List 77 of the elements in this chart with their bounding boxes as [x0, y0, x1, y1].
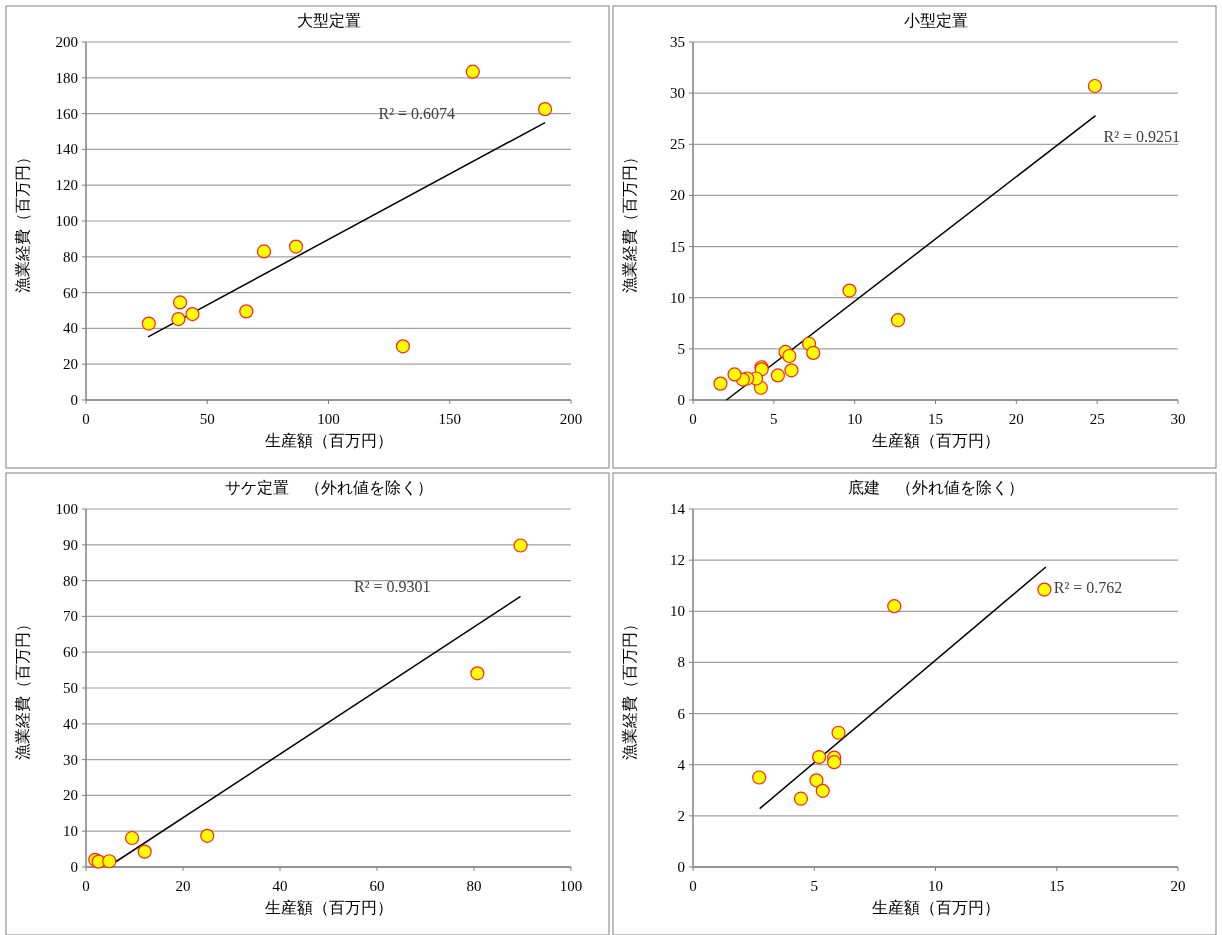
y-tick-label: 2 [677, 807, 685, 824]
y-tick-label: 100 [55, 501, 78, 517]
y-tick-label: 0 [70, 859, 78, 875]
x-axis-title: 生産額（百万円） [871, 899, 1000, 916]
y-tick-label: 12 [670, 552, 685, 569]
y-tick-label: 180 [55, 69, 78, 86]
y-tick-label: 15 [670, 238, 685, 255]
y-axis-title: 漁業経費（百万円） [14, 149, 31, 293]
y-axis-title: 漁業経費（百万円） [14, 616, 31, 760]
chart-title: 小型定置 [903, 12, 968, 29]
annotation: R² = 0.9251 [1103, 127, 1181, 145]
y-tick-label: 140 [55, 141, 78, 158]
y-tick-label: 20 [670, 187, 685, 204]
y-tick-label: 10 [63, 823, 78, 840]
y-tick-label: 40 [63, 320, 78, 337]
x-tick-label: 0 [689, 878, 697, 894]
y-tick-label: 25 [670, 136, 685, 153]
y-tick-label: 10 [670, 603, 685, 620]
y-axis-title: 漁業経費（百万円） [621, 149, 638, 293]
y-tick-label: 10 [670, 289, 685, 306]
y-tick-label: 20 [63, 356, 78, 373]
x-tick-label: 80 [466, 878, 482, 894]
x-tick-label: 40 [272, 878, 288, 894]
annotation: R² = 0.6074 [378, 104, 456, 122]
x-tick-label: 15 [1049, 878, 1065, 894]
y-tick-label: 35 [670, 34, 685, 50]
y-tick-label: 90 [63, 536, 78, 553]
x-axis-title: 生産額（百万円） [871, 432, 1000, 449]
y-tick-label: 0 [677, 392, 685, 408]
y-tick-label: 60 [63, 284, 78, 301]
y-tick-label: 14 [670, 501, 686, 517]
x-tick-label: 100 [317, 411, 340, 427]
annotation: R² = 0.762 [1053, 579, 1123, 597]
x-axis-title: 生産額（百万円） [264, 899, 393, 916]
x-tick-label: 25 [1089, 411, 1105, 427]
y-tick-label: 120 [55, 177, 78, 194]
y-tick-label: 200 [55, 34, 78, 50]
y-axis-title: 漁業経費（百万円） [621, 616, 638, 760]
x-tick-label: 20 [1008, 411, 1024, 427]
x-tick-label: 50 [199, 411, 215, 427]
x-tick-label: 5 [810, 878, 818, 894]
x-tick-label: 200 [559, 411, 583, 427]
y-tick-label: 8 [677, 654, 685, 671]
x-tick-label: 20 [1170, 878, 1186, 894]
y-tick-label: 0 [70, 392, 78, 408]
x-tick-label: 0 [689, 411, 697, 427]
x-tick-label: 100 [559, 878, 583, 894]
y-tick-label: 6 [677, 705, 686, 722]
y-tick-label: 80 [63, 248, 78, 265]
y-tick-label: 60 [63, 644, 78, 661]
chart-title: サケ定置 （外れ値を除く） [224, 479, 433, 496]
y-tick-label: 4 [677, 756, 686, 773]
x-tick-label: 60 [369, 878, 385, 894]
y-tick-label: 40 [63, 715, 78, 732]
y-tick-label: 50 [63, 680, 78, 696]
x-tick-label: 30 [1170, 411, 1186, 427]
x-tick-label: 150 [438, 411, 461, 427]
chart-title: 大型定置 [296, 12, 361, 29]
y-tick-label: 30 [670, 85, 685, 102]
x-axis-title: 生産額（百万円） [264, 432, 393, 449]
x-tick-label: 0 [82, 878, 90, 894]
x-tick-label: 15 [928, 411, 943, 427]
chart-title: 底建 （外れ値を除く） [847, 479, 1024, 496]
x-tick-label: 20 [175, 878, 191, 894]
y-tick-label: 30 [63, 751, 78, 768]
y-tick-label: 160 [55, 105, 78, 122]
x-tick-label: 0 [82, 411, 90, 427]
y-tick-label: 100 [55, 213, 78, 229]
y-tick-label: 5 [677, 340, 685, 357]
x-tick-label: 10 [928, 878, 943, 894]
y-tick-label: 20 [63, 787, 78, 804]
x-tick-label: 5 [770, 411, 778, 427]
y-tick-label: 80 [63, 572, 78, 589]
y-tick-label: 70 [63, 608, 78, 625]
y-tick-label: 0 [677, 859, 685, 875]
x-tick-label: 10 [847, 411, 863, 427]
annotation: R² = 0.9301 [354, 578, 431, 596]
